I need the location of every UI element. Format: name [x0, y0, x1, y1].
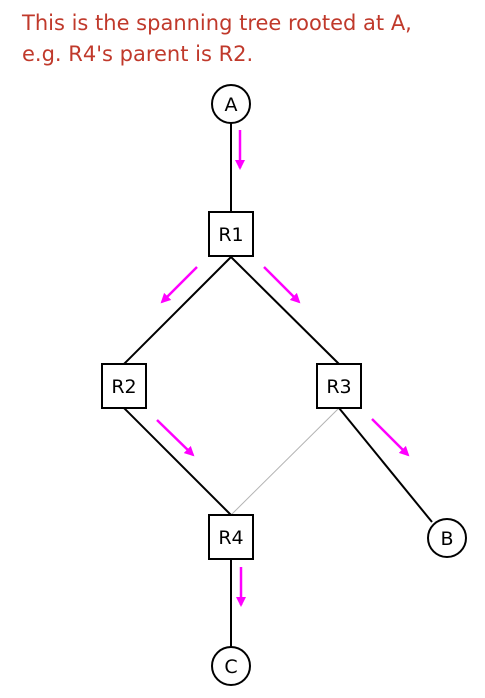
node-R4-box — [208, 514, 254, 560]
node-R3: R3 — [316, 363, 362, 409]
edges — [123, 123, 433, 647]
node-B: B — [427, 518, 467, 558]
arrow-R1-to-R2 — [160, 266, 198, 304]
node-R1-box — [208, 211, 254, 257]
arrow-R3-to-B — [371, 418, 410, 457]
node-R3-label: R3 — [326, 376, 351, 398]
node-R4: R4 — [208, 514, 254, 560]
caption-line-2: e.g. R4's parent is R2. — [22, 42, 254, 66]
node-R1: R1 — [208, 211, 254, 257]
edge-R3-R4-non-tree — [230, 407, 340, 516]
edge-R2-R4 — [123, 407, 232, 516]
node-C: C — [211, 646, 251, 686]
node-R1-label: R1 — [218, 224, 243, 246]
parent-arrows — [156, 130, 410, 607]
node-C-circle — [211, 646, 251, 686]
node-R2-box — [101, 363, 147, 409]
node-R2: R2 — [101, 363, 147, 409]
edge-R1-R2 — [123, 256, 232, 365]
node-B-label: B — [440, 528, 453, 550]
node-A-circle — [211, 84, 251, 124]
arrow-R1-to-R3 — [263, 266, 301, 304]
arrow-R2-to-R4 — [156, 419, 195, 457]
node-A-label: A — [225, 94, 238, 116]
node-R4-label: R4 — [218, 527, 243, 549]
node-B-circle — [427, 518, 467, 558]
edge-R3-B — [338, 407, 433, 523]
caption: This is the spanning tree rooted at A, e… — [22, 8, 477, 70]
node-R3-box — [316, 363, 362, 409]
edge-R1-R3 — [230, 256, 340, 365]
node-R2-label: R2 — [111, 376, 136, 398]
caption-line-1: This is the spanning tree rooted at A, — [22, 11, 412, 35]
node-C-label: C — [224, 656, 237, 678]
node-A: A — [211, 84, 251, 124]
